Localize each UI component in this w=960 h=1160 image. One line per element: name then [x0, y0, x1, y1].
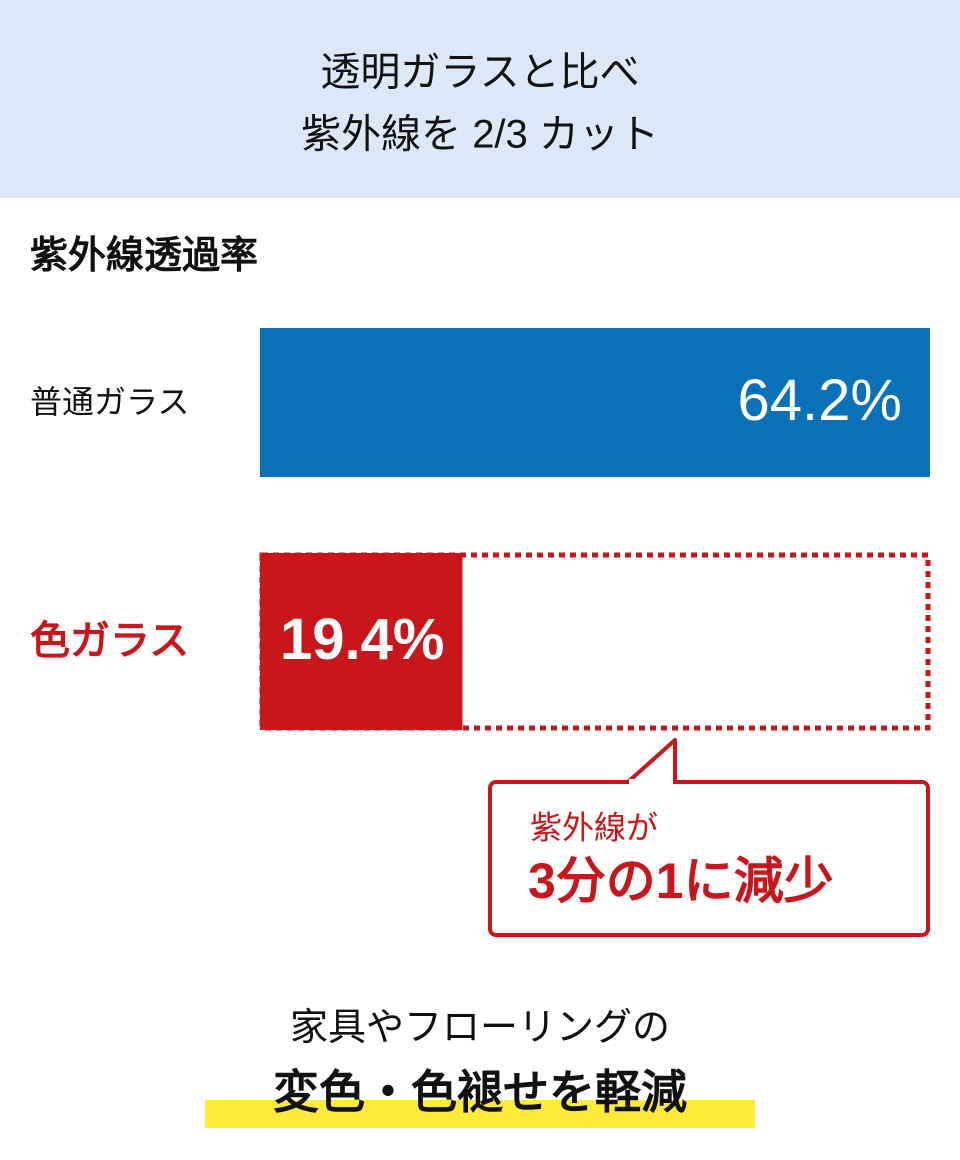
bar	[260, 328, 930, 477]
value-label: 64.2%	[738, 368, 902, 433]
header-line: 紫外線を 2/3 カット	[301, 113, 659, 157]
highlight	[205, 1100, 755, 1128]
chart-title: 紫外線透過率	[30, 235, 258, 277]
reference-outline	[259, 552, 931, 731]
category-label: 普通ガラス	[30, 384, 189, 420]
bar	[260, 553, 463, 730]
header-line: 透明ガラスと比べ	[320, 51, 639, 95]
callout-line: 紫外線が	[530, 809, 658, 845]
callout-joint	[629, 779, 673, 785]
footer-line: 変色・色褪せを軽減	[273, 1066, 687, 1118]
value-label: 19.4%	[280, 607, 444, 672]
footer-line: 家具やフローリングの	[290, 1007, 670, 1049]
callout-pointer	[626, 738, 677, 784]
category-label: 色ガラス	[30, 619, 189, 663]
header-background	[0, 0, 960, 198]
callout-box	[488, 780, 930, 937]
callout-line: 3分の1に減少	[528, 853, 834, 909]
